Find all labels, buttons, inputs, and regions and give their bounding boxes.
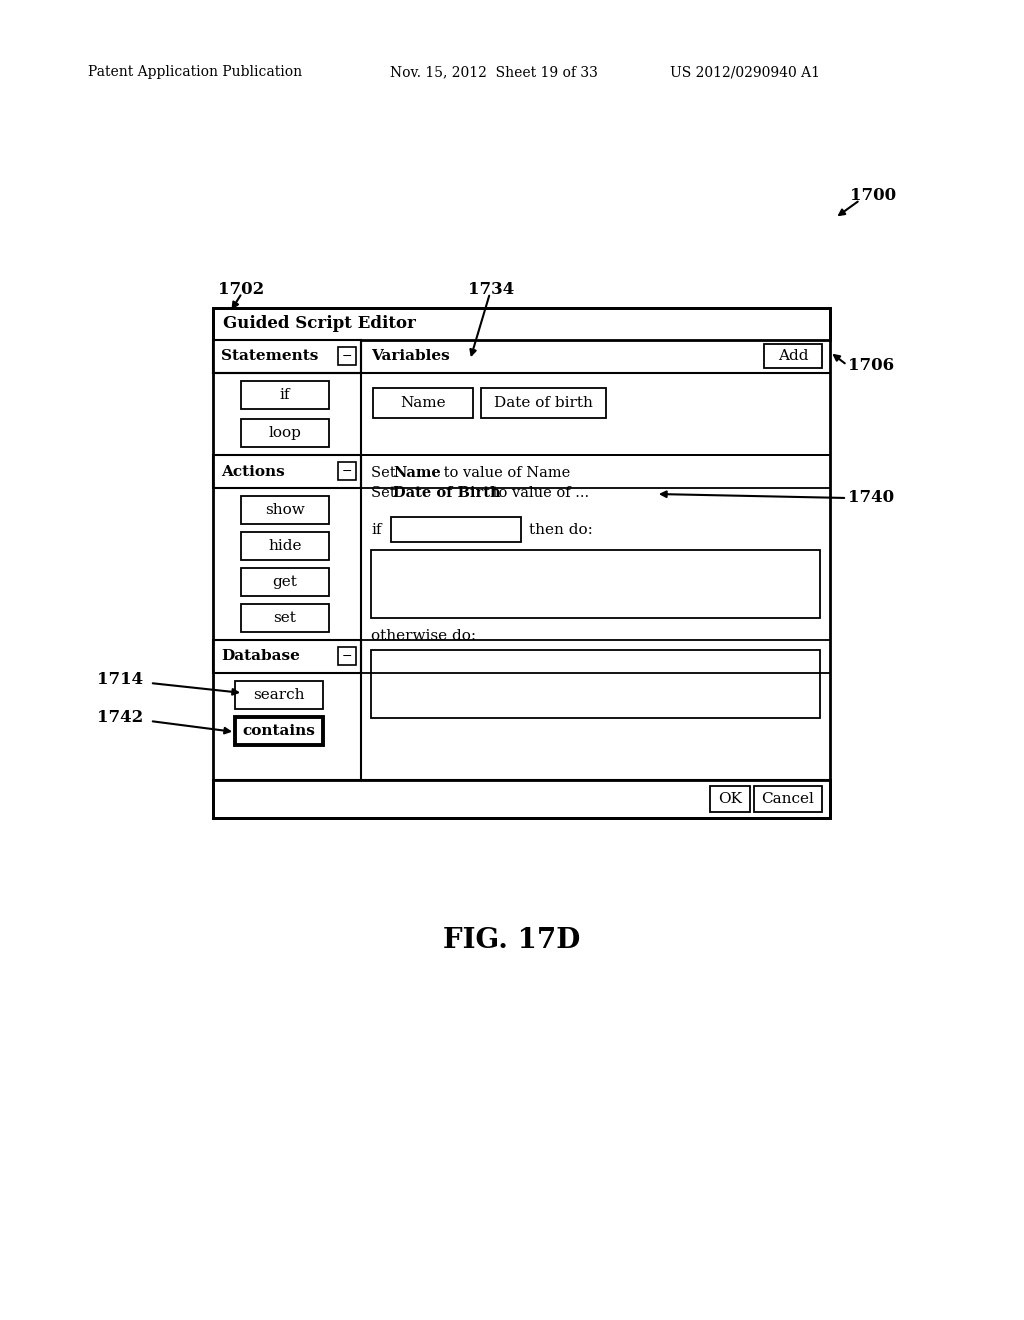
Bar — [710, 785, 750, 812]
Text: 1706: 1706 — [848, 356, 894, 374]
Bar — [213, 640, 361, 673]
Text: −: − — [342, 465, 352, 478]
Bar — [754, 785, 822, 812]
Text: Guided Script Editor: Guided Script Editor — [223, 315, 416, 333]
Text: Name: Name — [400, 396, 445, 411]
Text: −: − — [342, 649, 352, 663]
Text: 1714: 1714 — [97, 672, 143, 689]
Text: loop: loop — [268, 426, 301, 440]
Text: if: if — [280, 388, 290, 403]
Text: Nov. 15, 2012  Sheet 19 of 33: Nov. 15, 2012 Sheet 19 of 33 — [390, 65, 598, 79]
Text: 1702: 1702 — [218, 281, 264, 298]
Bar — [338, 462, 356, 480]
Text: US 2012/0290940 A1: US 2012/0290940 A1 — [670, 65, 820, 79]
Bar — [234, 681, 323, 709]
Text: Date of birth: Date of birth — [494, 396, 593, 411]
Text: Add: Add — [778, 348, 808, 363]
Bar — [213, 780, 830, 818]
Text: set: set — [273, 611, 296, 624]
Bar — [373, 388, 473, 418]
Bar — [338, 647, 356, 665]
Text: Statements: Statements — [221, 350, 318, 363]
Text: Name: Name — [393, 466, 440, 480]
Text: 1742: 1742 — [96, 710, 143, 726]
Bar — [234, 717, 323, 744]
Text: Cancel: Cancel — [762, 792, 814, 807]
Bar — [241, 381, 329, 409]
Bar — [241, 568, 329, 597]
Bar — [213, 308, 830, 341]
Text: Variables: Variables — [371, 350, 450, 363]
Text: if: if — [371, 523, 382, 536]
Text: 1740: 1740 — [848, 490, 894, 507]
Bar — [338, 347, 356, 366]
Text: OK: OK — [718, 792, 742, 807]
Text: then do:: then do: — [529, 523, 593, 536]
Text: show: show — [265, 503, 305, 517]
Bar — [391, 517, 521, 543]
Text: contains: contains — [243, 723, 315, 738]
Text: Actions: Actions — [221, 465, 285, 479]
Bar — [371, 550, 820, 618]
Text: Set: Set — [371, 486, 400, 500]
Text: Date of Birth: Date of Birth — [393, 486, 501, 500]
Bar — [241, 496, 329, 524]
Bar — [213, 341, 361, 374]
Text: to value of ...: to value of ... — [488, 486, 589, 500]
Text: search: search — [253, 688, 305, 702]
Bar — [241, 418, 329, 447]
Text: hide: hide — [268, 539, 302, 553]
Text: Patent Application Publication: Patent Application Publication — [88, 65, 302, 79]
Text: −: − — [342, 350, 352, 363]
Text: Set: Set — [371, 466, 400, 480]
Text: get: get — [272, 576, 297, 589]
Bar — [481, 388, 606, 418]
Bar — [213, 308, 830, 818]
Text: to value of Name: to value of Name — [439, 466, 570, 480]
Text: otherwise do:: otherwise do: — [371, 630, 476, 643]
Text: FIG. 17D: FIG. 17D — [443, 927, 581, 953]
Bar — [764, 345, 822, 368]
Bar — [241, 605, 329, 632]
Text: 1700: 1700 — [850, 186, 896, 203]
Bar — [241, 532, 329, 560]
Text: Database: Database — [221, 649, 300, 664]
Bar — [371, 649, 820, 718]
Text: 1734: 1734 — [468, 281, 514, 298]
Bar — [213, 455, 361, 488]
